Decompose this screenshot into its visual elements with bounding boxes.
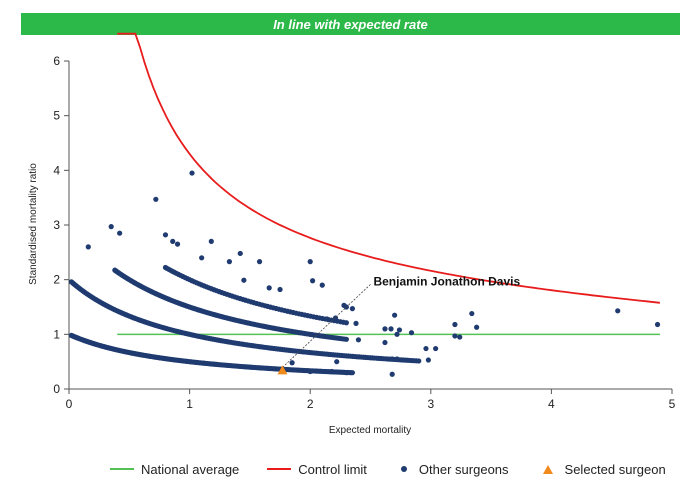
other-surgeon-point <box>174 241 181 247</box>
other-surgeon-point <box>389 371 395 377</box>
other-surgeon-point <box>162 232 169 238</box>
y-tick-label: 5 <box>53 109 60 123</box>
x-tick-label: 3 <box>427 397 434 411</box>
control-limit-line <box>117 32 660 304</box>
legend: National average Control limit Other sur… <box>110 459 694 479</box>
other-surgeon-point <box>382 339 388 346</box>
y-tick-label: 4 <box>53 163 60 177</box>
legend-selected-swatch <box>542 464 553 474</box>
other-surgeon-point <box>343 370 349 376</box>
legend-item-national: National average <box>110 462 239 477</box>
axes: 0 1 2 3 4 5 0 1 2 3 4 5 6 <box>53 54 675 411</box>
other-surgeon-point <box>353 320 359 326</box>
legend-control-swatch <box>267 468 292 470</box>
other-surgeon-point <box>615 308 621 314</box>
other-surgeon-point <box>392 312 398 318</box>
selected-surgeon-marker[interactable] <box>277 365 288 375</box>
other-surgeon-point <box>355 337 362 343</box>
other-surgeon-point <box>266 285 272 291</box>
y-tick-label: 1 <box>53 327 60 341</box>
selected-surgeon-label: Benjamin Jonathon Davis <box>373 274 520 288</box>
other-surgeon-point <box>117 230 123 236</box>
other-surgeon-point <box>389 356 395 362</box>
legend-other-label: Other surgeons <box>418 461 509 477</box>
other-surgeon-point <box>452 333 458 339</box>
other-surgeon-point <box>349 306 356 312</box>
legend-selected-label: Selected surgeon <box>564 461 666 477</box>
other-surgeon-point <box>153 196 159 202</box>
status-banner-text: In line with expected rate <box>273 16 428 32</box>
other-surgeon-point <box>226 259 232 265</box>
other-surgeon-point <box>452 321 458 328</box>
other-surgeon-point <box>324 316 330 322</box>
x-ticks: 0 1 2 3 4 5 <box>66 389 676 411</box>
other-surgeon-point <box>382 326 388 332</box>
other-surgeon-point <box>388 326 394 332</box>
other-surgeon-point <box>343 320 349 326</box>
other-surgeon-point <box>394 356 400 362</box>
other-surgeon-point <box>289 360 295 366</box>
y-tick-label: 2 <box>53 273 60 287</box>
other-surgeon-point <box>307 259 313 265</box>
y-tick-label: 3 <box>53 218 60 232</box>
x-tick-label: 4 <box>548 397 555 411</box>
other-surgeons-points <box>68 170 661 377</box>
other-surgeon-point <box>237 250 243 257</box>
other-surgeon-point <box>343 336 349 342</box>
x-tick-label: 1 <box>186 397 193 411</box>
x-axis-label: Expected mortality <box>329 425 411 436</box>
other-surgeon-point <box>277 286 283 293</box>
other-surgeon-point <box>341 302 347 308</box>
other-surgeon-point <box>189 170 195 176</box>
legend-item-other: Other surgeons <box>395 462 509 477</box>
other-surgeon-point <box>408 330 415 336</box>
other-surgeon-point <box>457 334 463 340</box>
status-banner: In line with expected rate <box>21 13 680 35</box>
y-axis-label: Standardised mortality ratio <box>28 163 39 285</box>
other-surgeon-point <box>349 370 356 376</box>
legend-national-label: National average <box>141 461 240 477</box>
other-surgeon-point <box>654 321 661 328</box>
other-surgeon-point <box>433 345 439 352</box>
x-tick-label: 5 <box>669 397 676 411</box>
other-surgeon-point <box>170 238 176 244</box>
other-surgeon-point <box>416 358 422 364</box>
other-surgeon-point <box>256 259 263 265</box>
other-surgeon-point <box>423 345 429 352</box>
legend-item-control: Control limit <box>267 462 367 477</box>
other-surgeon-point <box>108 224 114 230</box>
other-surgeon-point <box>85 244 91 250</box>
other-surgeon-point <box>396 327 403 333</box>
other-surgeon-point <box>474 324 480 330</box>
other-surgeon-point <box>208 238 214 244</box>
other-surgeon-point <box>199 255 205 261</box>
other-surgeon-point <box>241 277 247 283</box>
y-tick-label: 0 <box>53 382 60 396</box>
other-surgeon-point <box>394 331 400 337</box>
other-surgeon-point <box>469 310 475 317</box>
y-ticks: 0 1 2 3 4 5 6 <box>53 54 69 396</box>
other-surgeon-point <box>319 282 325 288</box>
other-surgeon-point <box>334 359 340 365</box>
y-tick-label: 6 <box>53 54 60 68</box>
legend-item-selected: Selected surgeon <box>537 462 666 477</box>
other-surgeon-point <box>310 278 316 284</box>
legend-national-swatch <box>110 468 134 470</box>
x-tick-label: 0 <box>66 397 73 411</box>
other-surgeon-point <box>307 368 313 375</box>
legend-other-swatch <box>400 466 407 472</box>
legend-control-label: Control limit <box>298 461 367 477</box>
other-surgeon-point <box>425 357 431 363</box>
selected-surgeon-leader-line <box>282 284 371 368</box>
other-surgeon-point <box>329 368 335 375</box>
x-tick-label: 2 <box>307 397 314 411</box>
